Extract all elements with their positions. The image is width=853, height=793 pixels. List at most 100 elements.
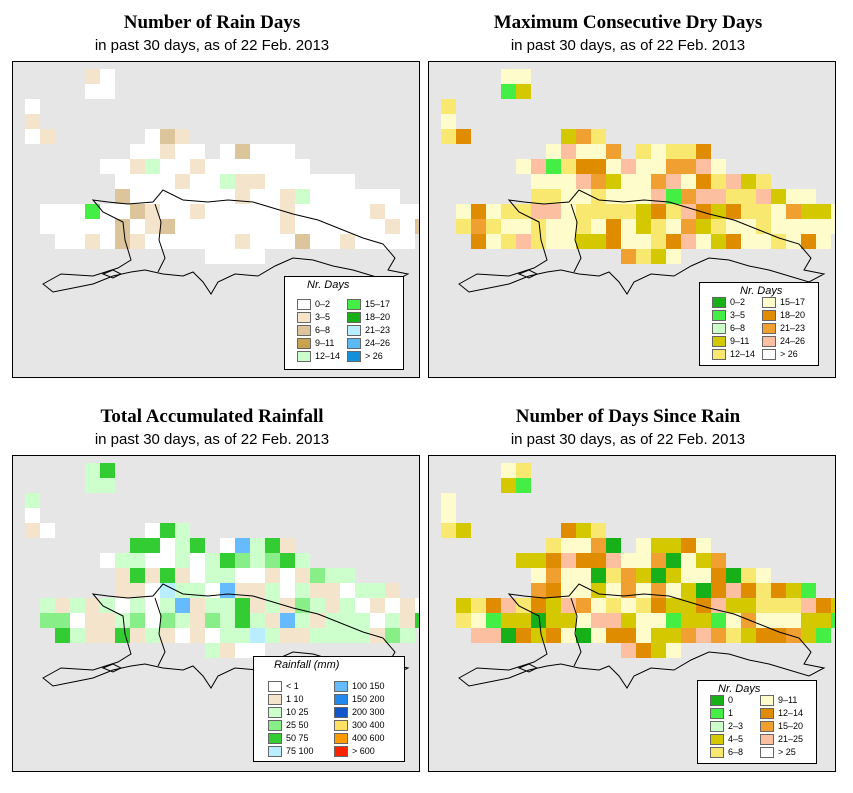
grid-cell (55, 219, 70, 234)
grid-cell (756, 204, 771, 219)
grid-cell (786, 598, 801, 613)
grid-cell (175, 568, 190, 583)
grid-cell (100, 219, 115, 234)
grid-cell (576, 174, 591, 189)
grid-cell (115, 553, 130, 568)
grid-cell (741, 204, 756, 219)
grid-cell (190, 219, 205, 234)
map-grid (441, 463, 835, 689)
grid-cell (130, 159, 145, 174)
legend-label: 3–5 (315, 312, 331, 322)
grid-cell (385, 234, 400, 249)
grid-cell (666, 538, 681, 553)
grid-cell (636, 159, 651, 174)
grid-cell (546, 159, 561, 174)
grid-cell (190, 583, 205, 598)
grid-cell (280, 219, 295, 234)
grid-cell (145, 523, 160, 538)
grid-cell (160, 628, 175, 643)
legend-swatch (712, 336, 726, 347)
grid-cell (160, 523, 175, 538)
grid-cell (280, 583, 295, 598)
grid-cell (456, 613, 471, 628)
panel-title: Maximum Consecutive Dry Days (493, 12, 763, 33)
grid-cell (115, 174, 130, 189)
grid-cell (115, 234, 130, 249)
legend-label: 10 25 (286, 707, 309, 717)
legend-swatch (760, 747, 774, 758)
grid-cell (145, 628, 160, 643)
grid-cell (280, 538, 295, 553)
legend-label: 150 200 (352, 694, 385, 704)
grid-cell (310, 234, 325, 249)
grid-cell (561, 174, 576, 189)
grid-cell (85, 234, 100, 249)
grid-cell (55, 234, 70, 249)
grid-cell (531, 628, 546, 643)
grid-cell (531, 189, 546, 204)
grid-cell (576, 568, 591, 583)
grid-cell (621, 174, 636, 189)
grid-cell (205, 643, 220, 658)
grid-cell (591, 538, 606, 553)
grid-cell (456, 219, 471, 234)
legend-swatch (712, 310, 726, 321)
grid-cell (295, 553, 310, 568)
grid-cell (471, 628, 486, 643)
legend-swatch (710, 708, 724, 719)
grid-cell (280, 598, 295, 613)
grid-cell (310, 628, 325, 643)
grid-cell (370, 204, 385, 219)
grid-cell (355, 598, 370, 613)
grid-cell (621, 234, 636, 249)
grid-cell (546, 583, 561, 598)
grid-cell (726, 598, 741, 613)
coastline (101, 663, 123, 673)
grid-cell (621, 598, 636, 613)
grid-cell (415, 219, 419, 234)
grid-cell (696, 628, 711, 643)
legend-swatch (347, 338, 361, 349)
grid-cell (801, 234, 816, 249)
grid-cell (801, 628, 816, 643)
grid-cell (561, 219, 576, 234)
legend-label: 6–8 (728, 747, 744, 757)
legend-label: 9–11 (730, 336, 750, 346)
grid-cell (576, 189, 591, 204)
grid-cell (501, 69, 516, 84)
grid-cell (651, 174, 666, 189)
grid-cell (160, 568, 175, 583)
grid-cell (606, 628, 621, 643)
grid-cell (250, 159, 265, 174)
legend-swatch (762, 323, 776, 334)
grid-cell (85, 598, 100, 613)
grid-cell (145, 219, 160, 234)
grid-cell (325, 598, 340, 613)
grid-cell (130, 583, 145, 598)
grid-cell (516, 159, 531, 174)
grid-cell (621, 628, 636, 643)
grid-cell (175, 628, 190, 643)
grid-cell (561, 628, 576, 643)
grid-cell (651, 249, 666, 264)
grid-cell (205, 174, 220, 189)
legend-label: 12–14 (778, 708, 804, 718)
panel-subtitle: in past 30 days, as of 22 Feb. 2013 (510, 431, 746, 448)
grid-cell (456, 129, 471, 144)
grid-cell (696, 598, 711, 613)
grid-cell (160, 189, 175, 204)
legend-label: 15–17 (365, 299, 391, 309)
grid-cell (175, 613, 190, 628)
grid-cell (651, 568, 666, 583)
grid-cell (636, 553, 651, 568)
grid-cell (531, 553, 546, 568)
grid-cell (205, 568, 220, 583)
grid-cell (636, 583, 651, 598)
grid-cell (295, 568, 310, 583)
grid-cell (621, 568, 636, 583)
grid-cell (771, 583, 786, 598)
grid-cell (235, 583, 250, 598)
grid-cell (265, 219, 280, 234)
legend-swatch (347, 312, 361, 323)
grid-cell (501, 84, 516, 99)
